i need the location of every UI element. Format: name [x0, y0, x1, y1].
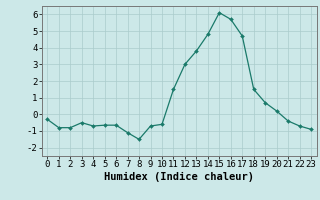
- X-axis label: Humidex (Indice chaleur): Humidex (Indice chaleur): [104, 172, 254, 182]
